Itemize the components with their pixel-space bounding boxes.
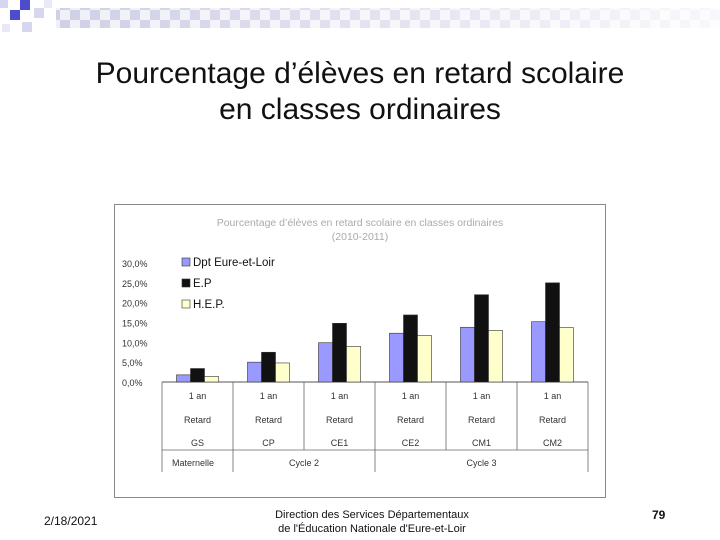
category-row2-label: Retard [397, 415, 424, 425]
bar-ep [261, 351, 276, 383]
category-label: CM1 [472, 438, 491, 448]
group-label: Cycle 2 [289, 458, 319, 468]
slide-title-line2: en classes ordinaires [219, 93, 501, 126]
footer-line2: de l'Éducation Nationale d'Eure-et-Loir [278, 523, 466, 535]
category-row1-label: 1 an [331, 391, 349, 401]
bar-dpt [531, 321, 546, 383]
y-tick-label: 0,0% [122, 378, 143, 388]
category-row2-label: Retard [468, 415, 495, 425]
chart-subtitle: (2010-2011) [332, 231, 388, 243]
y-tick-label: 30,0% [122, 259, 148, 269]
bar-hep [417, 335, 432, 383]
legend-label: E.P [193, 278, 212, 290]
bar-dpt [247, 361, 262, 383]
chart-container: Pourcentage d’élèves en retard scolaire … [114, 204, 606, 498]
footer-date: 2/18/2021 [44, 514, 98, 528]
slide-title-line1: Pourcentage d’élèves en retard scolaire [95, 57, 625, 90]
y-tick-label: 5,0% [122, 358, 143, 368]
chart-title: Pourcentage d’élèves en retard scolaire … [217, 217, 504, 229]
footer-line1: Direction des Services Départementaux [275, 509, 469, 521]
y-tick-label: 20,0% [122, 299, 148, 309]
category-label: CE1 [331, 438, 349, 448]
bar-hep [275, 362, 290, 383]
legend-box [176, 250, 294, 314]
bar-ep [403, 314, 418, 383]
bar-ep [332, 322, 347, 383]
corner-squares-decoration [0, 0, 52, 32]
y-tick-label: 25,0% [122, 279, 148, 289]
bar-dpt [460, 326, 475, 383]
bar-hep [488, 330, 503, 383]
category-row1-label: 1 an [189, 391, 207, 401]
category-label: GS [191, 438, 204, 448]
y-tick-label: 15,0% [122, 319, 148, 329]
y-tick-label: 10,0% [122, 338, 148, 348]
category-row2-label: Retard [184, 415, 211, 425]
footer-organisation: Direction des Services Départementaux de… [240, 508, 504, 536]
legend-swatch [181, 299, 191, 309]
legend-label: Dpt Eure-et-Loir [193, 257, 275, 269]
category-row2-label: Retard [255, 415, 282, 425]
bar-ep [474, 294, 489, 383]
category-row1-label: 1 an [544, 391, 562, 401]
slide-title: Pourcentage d’élèves en retard scolaire … [40, 56, 680, 128]
group-label: Maternelle [172, 458, 214, 468]
category-label: CE2 [402, 438, 420, 448]
bar-dpt [389, 332, 404, 383]
category-row2-label: Retard [326, 415, 353, 425]
group-label: Cycle 3 [466, 458, 496, 468]
bar-chart: Pourcentage d’élèves en retard scolaire … [114, 204, 606, 498]
category-label: CP [262, 438, 275, 448]
bar-ep [190, 368, 205, 383]
bar-dpt [176, 374, 191, 383]
category-label: CM2 [543, 438, 562, 448]
bar-hep [204, 376, 219, 383]
category-row1-label: 1 an [402, 391, 420, 401]
category-row2-label: Retard [539, 415, 566, 425]
legend-swatch [181, 278, 191, 288]
bar-hep [346, 346, 361, 383]
page-number: 79 [652, 508, 666, 522]
legend-label: H.E.P. [193, 299, 225, 311]
category-row1-label: 1 an [260, 391, 278, 401]
category-row1-label: 1 an [473, 391, 491, 401]
bar-ep [545, 282, 560, 383]
legend-swatch [181, 257, 191, 267]
bar-hep [559, 327, 574, 383]
bar-dpt [318, 342, 333, 383]
